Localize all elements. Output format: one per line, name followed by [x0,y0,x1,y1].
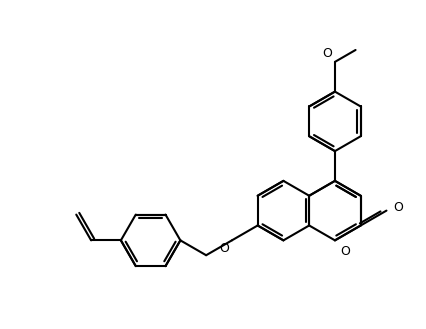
Text: O: O [392,201,402,214]
Text: O: O [339,245,349,258]
Text: O: O [219,242,228,255]
Text: O: O [321,47,331,60]
